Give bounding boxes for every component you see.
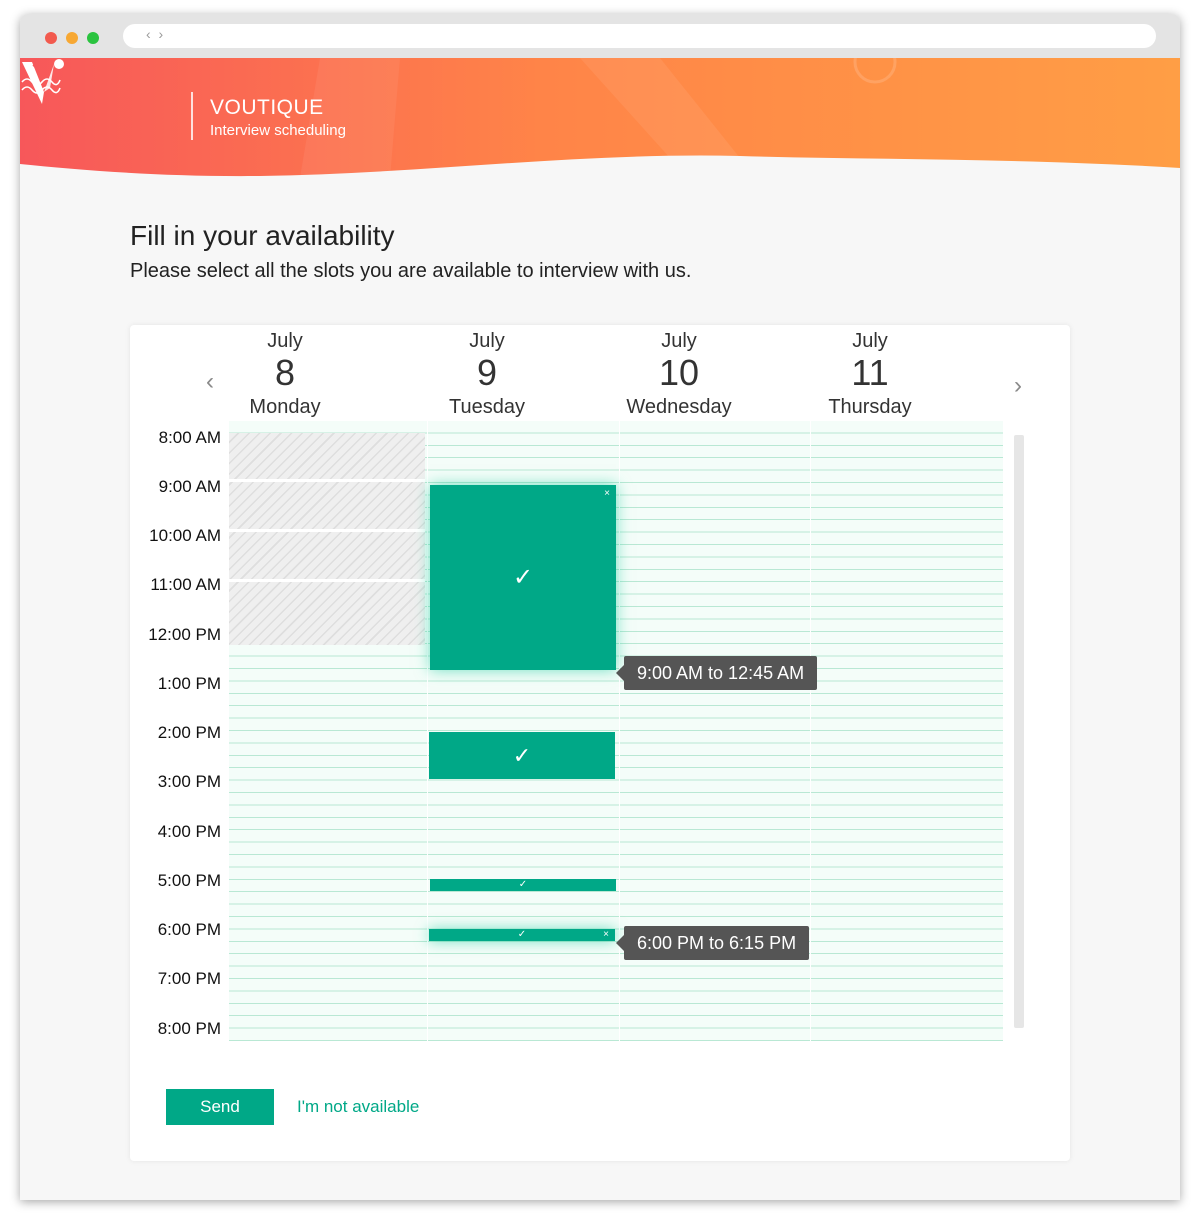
brand-name: VOUTIQUE [210, 96, 324, 119]
time-label: 8:00 PM [157, 1019, 221, 1038]
checkmark-icon: ✓ [512, 742, 532, 768]
day-month: July [661, 330, 697, 352]
day-divider [810, 421, 811, 1041]
checkmark-icon: ✓ [518, 879, 528, 890]
day-header-monday: July 8 Monday [190, 329, 380, 419]
day-weekday: Tuesday [449, 396, 525, 418]
waves-icon [21, 59, 61, 94]
day-header-wednesday: July 10 Wednesday [584, 329, 774, 419]
day-number: 10 [658, 352, 700, 393]
next-days-icon[interactable]: › [1014, 372, 1022, 399]
time-label: 4:00 PM [157, 822, 221, 841]
time-label: 9:00 AM [158, 477, 221, 496]
slot-time-tooltip: 6:00 PM to 6:15 PM [615, 926, 810, 960]
unavailable-separator [229, 579, 425, 582]
browser-titlebar: ‹ › [20, 14, 1180, 58]
not-available-link[interactable]: I'm not available [297, 1097, 420, 1116]
header-banner: VOUTIQUE Interview scheduling [20, 58, 1180, 178]
minimize-window-button[interactable] [66, 32, 78, 44]
unavailable-separator [229, 529, 425, 532]
calendar-scrollbar[interactable] [1014, 435, 1024, 1028]
day-header-thursday: July 11 Thursday [775, 329, 965, 419]
brand-subtitle: Interview scheduling [210, 122, 346, 139]
time-label: 11:00 AM [150, 575, 221, 594]
unavailable-separator [229, 479, 425, 482]
maximize-window-button[interactable] [87, 32, 99, 44]
previous-days-icon[interactable]: ‹ [206, 368, 214, 395]
day-divider [619, 421, 620, 1041]
day-month: July [852, 330, 888, 352]
time-label: 5:00 PM [157, 871, 221, 890]
time-label: 2:00 PM [157, 723, 221, 742]
browser-nav-arrows-icon[interactable]: ‹ › [146, 26, 166, 42]
checkmark-icon: ✓ [512, 563, 534, 591]
time-label: 3:00 PM [157, 772, 221, 791]
day-number: 8 [274, 352, 296, 393]
slot-time-tooltip: 9:00 AM to 12:45 AM [615, 656, 818, 690]
logo-divider [191, 92, 193, 140]
selected-slot[interactable]: ✓ × [429, 929, 615, 941]
checkmark-icon: ✓ [517, 929, 527, 940]
page-description: Please select all the slots you are avai… [130, 260, 692, 282]
page-title: Fill in your availability [130, 219, 395, 251]
availability-card: ‹ › July 8 Monday July 9 Tuesday July 10… [130, 325, 1070, 1161]
day-divider [427, 421, 428, 1041]
selected-slot[interactable]: ✓ [430, 879, 616, 891]
selected-slot[interactable]: ✓ [429, 732, 615, 779]
browser-window: ‹ › VOUTIQUE Interview scheduling [20, 14, 1180, 1200]
time-label: 8:00 AM [158, 428, 221, 447]
remove-slot-icon[interactable]: × [603, 929, 609, 940]
selected-slot[interactable]: ✓ × [430, 485, 616, 670]
day-weekday: Monday [249, 396, 321, 418]
header-background [20, 58, 1180, 178]
time-label: 10:00 AM [149, 526, 221, 545]
time-label: 6:00 PM [157, 920, 221, 939]
time-label: 1:00 PM [157, 674, 221, 693]
close-window-button[interactable] [45, 32, 57, 44]
day-month: July [267, 330, 303, 352]
day-number: 9 [476, 352, 498, 393]
remove-slot-icon[interactable]: × [604, 488, 610, 499]
send-button[interactable]: Send [166, 1089, 274, 1125]
address-bar[interactable]: ‹ › [123, 24, 1156, 48]
day-month: July [469, 330, 505, 352]
day-weekday: Thursday [828, 396, 912, 418]
time-label: 7:00 PM [157, 969, 221, 988]
day-number: 11 [851, 352, 889, 393]
unavailable-block [229, 433, 425, 645]
day-header-tuesday: July 9 Tuesday [392, 329, 582, 419]
day-weekday: Wednesday [626, 396, 732, 418]
time-label: 12:00 PM [148, 625, 221, 644]
